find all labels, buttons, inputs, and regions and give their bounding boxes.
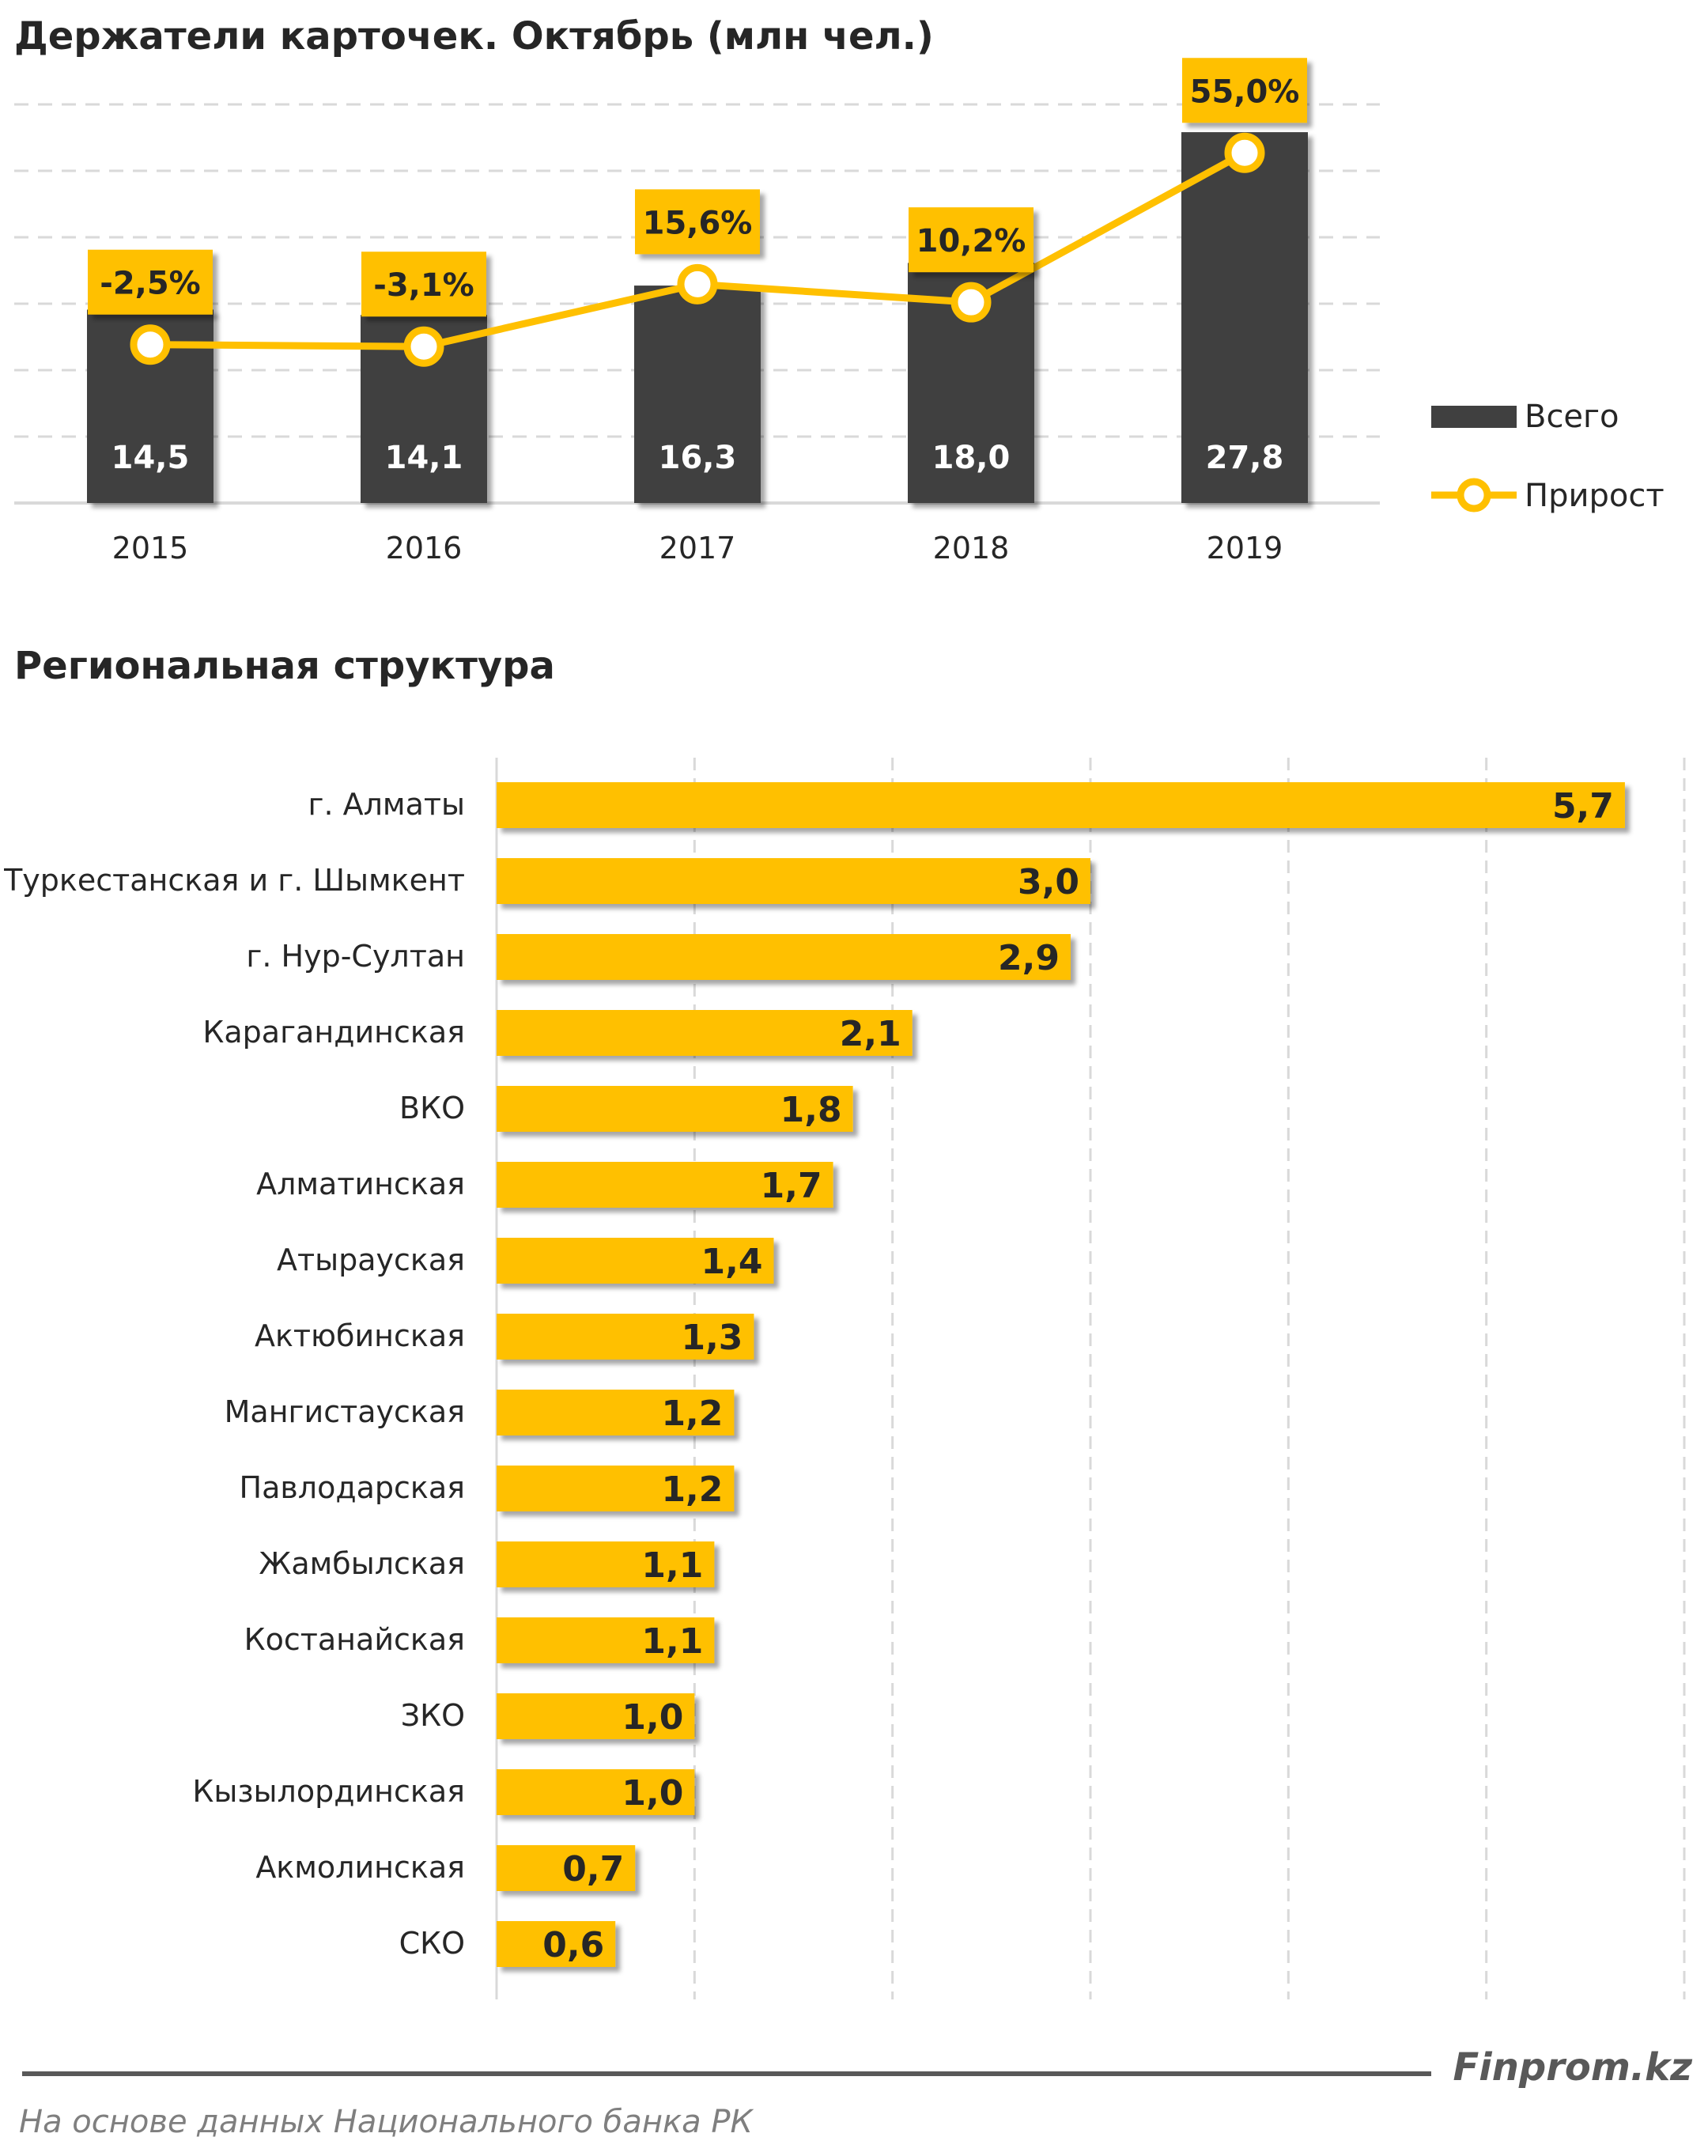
chart1-growth-label-box xyxy=(361,252,486,317)
footer-source: На основе данных Национального банка РК xyxy=(19,2104,754,2140)
chart1-growth-marker xyxy=(403,326,444,367)
chart2-value-label: 2,9 xyxy=(998,938,1060,978)
chart1-bar-value-label: 27,8 xyxy=(1206,440,1284,476)
chart1-x-tick-label: 2017 xyxy=(659,531,736,565)
chart2-category-label: Жамбылская xyxy=(259,1546,465,1581)
chart2-category-label: Туркестанская и г. Шымкент xyxy=(3,863,465,898)
chart2-title: Региональная структура xyxy=(14,644,555,688)
chart1-bar-value-label: 16,3 xyxy=(659,440,737,476)
chart2-value-label: 0,7 xyxy=(562,1849,624,1889)
chart2-category-label: Актюбинская xyxy=(255,1318,465,1353)
chart2-bar xyxy=(497,1845,636,1891)
chart2-bar xyxy=(497,858,1090,904)
chart2-bar xyxy=(497,1921,616,1967)
chart1-growth-marker xyxy=(950,282,992,323)
chart1-growth-marker xyxy=(677,263,718,304)
chart1-x-tick-label: 2019 xyxy=(1207,531,1283,565)
chart2-value-label: 1,1 xyxy=(641,1545,703,1586)
chart2-category-label: г. Нур-Султан xyxy=(246,939,465,974)
chart1-x-tick-label: 2015 xyxy=(112,531,189,565)
chart2-value-label: 1,2 xyxy=(661,1394,723,1434)
chart1-bar-2019 xyxy=(1181,132,1308,503)
legend-swatch-growth-marker xyxy=(1457,478,1491,513)
chart1-bars: 14,5 14,1 16,3 18,0 27,8 xyxy=(87,132,1308,503)
chart2-category-label: Кызылординская xyxy=(192,1774,465,1809)
chart1-growth-label: -3,1% xyxy=(373,267,474,304)
chart2-category-label: Костанайская xyxy=(244,1622,465,1657)
chart2-bar xyxy=(497,1086,853,1132)
chart2-bar xyxy=(497,1693,695,1739)
chart2-bar xyxy=(497,1314,754,1360)
chart2-value-label: 2,1 xyxy=(840,1014,901,1054)
legend-label-total: Всего xyxy=(1525,399,1619,435)
chart1-bar-value-label: 14,1 xyxy=(385,440,463,476)
chart1-x-tick-label: 2016 xyxy=(386,531,463,565)
chart1-growth-marker xyxy=(130,324,171,365)
chart2-category-label: ЗКО xyxy=(401,1698,465,1733)
chart1-growth-label: -2,5% xyxy=(100,266,201,302)
chart2-category-label: Павлодарская xyxy=(240,1470,465,1505)
chart1-growth-marker xyxy=(1224,132,1265,173)
chart2-category-label: Акмолинская xyxy=(255,1850,465,1885)
chart2-bar xyxy=(497,782,1625,828)
chart1-bar-value-label: 14,5 xyxy=(111,440,190,476)
chart2-category-label: ВКО xyxy=(399,1091,465,1125)
chart2-value-label: 1,8 xyxy=(780,1090,842,1130)
footer-brand: Finprom.kz xyxy=(1453,2045,1693,2090)
chart2-category-label: СКО xyxy=(399,1926,465,1961)
chart1-title: Держатели карточек. Октябрь (млн чел.) xyxy=(14,14,934,59)
chart1-growth-label: 10,2% xyxy=(916,223,1026,259)
chart2-category-label: Атырауская xyxy=(277,1243,465,1277)
chart2-category-label: Карагандинская xyxy=(202,1015,465,1050)
chart1-bar-value-label: 18,0 xyxy=(932,440,1011,476)
legend-label-growth: Прирост xyxy=(1525,478,1665,514)
chart2-value-label: 1,4 xyxy=(701,1242,763,1282)
chart1-x-axis: 2015 2016 2017 2018 2019 xyxy=(112,531,1283,565)
chart2-bars: г. Алматы 5,7 Туркестанская и г. Шымкент 3,… xyxy=(3,782,1625,1967)
chart1-bar-2017 xyxy=(634,286,761,503)
chart1-growth-label: 55,0% xyxy=(1190,74,1300,110)
chart2-value-label: 5,7 xyxy=(1552,786,1614,826)
legend-swatch-total xyxy=(1431,406,1517,428)
chart2-category-label: Мангистауская xyxy=(225,1394,465,1429)
chart1-legend: Всего Прирост xyxy=(1431,399,1665,514)
chart2-bar xyxy=(497,1162,833,1208)
chart1-growth-line: -2,5% -3,1% 15,6% 10,2% 55,0% xyxy=(88,58,1307,367)
chart2-bar xyxy=(497,1390,735,1435)
chart1-growth-label-box xyxy=(88,249,213,315)
chart2-value-label: 1,0 xyxy=(622,1697,683,1738)
chart1-x-tick-label: 2018 xyxy=(933,531,1010,565)
chart2-category-label: г. Алматы xyxy=(308,787,466,822)
chart1-growth-label: 15,6% xyxy=(643,205,753,241)
chart2-bar xyxy=(497,1238,774,1284)
chart2-bar xyxy=(497,1617,715,1663)
chart2-bar xyxy=(497,1769,695,1815)
chart2-bar xyxy=(497,1010,913,1056)
chart1-growth-label-box xyxy=(909,207,1033,273)
chart2-value-label: 3,0 xyxy=(1018,862,1079,902)
chart2-bar xyxy=(497,934,1071,980)
chart2-value-label: 1,3 xyxy=(681,1318,743,1358)
chart2-bar xyxy=(497,1466,735,1511)
chart2-bar xyxy=(497,1541,715,1587)
chart2-value-label: 1,1 xyxy=(641,1621,703,1662)
chart2-value-label: 1,0 xyxy=(622,1773,683,1814)
chart1-growth-label-box xyxy=(635,189,760,255)
chart2-value-label: 1,2 xyxy=(661,1469,723,1510)
chart2-value-label: 1,7 xyxy=(761,1166,822,1206)
chart1-growth-label-box xyxy=(1182,58,1307,123)
chart2-value-label: 0,6 xyxy=(542,1925,604,1965)
chart2-category-label: Алматинская xyxy=(256,1167,465,1201)
